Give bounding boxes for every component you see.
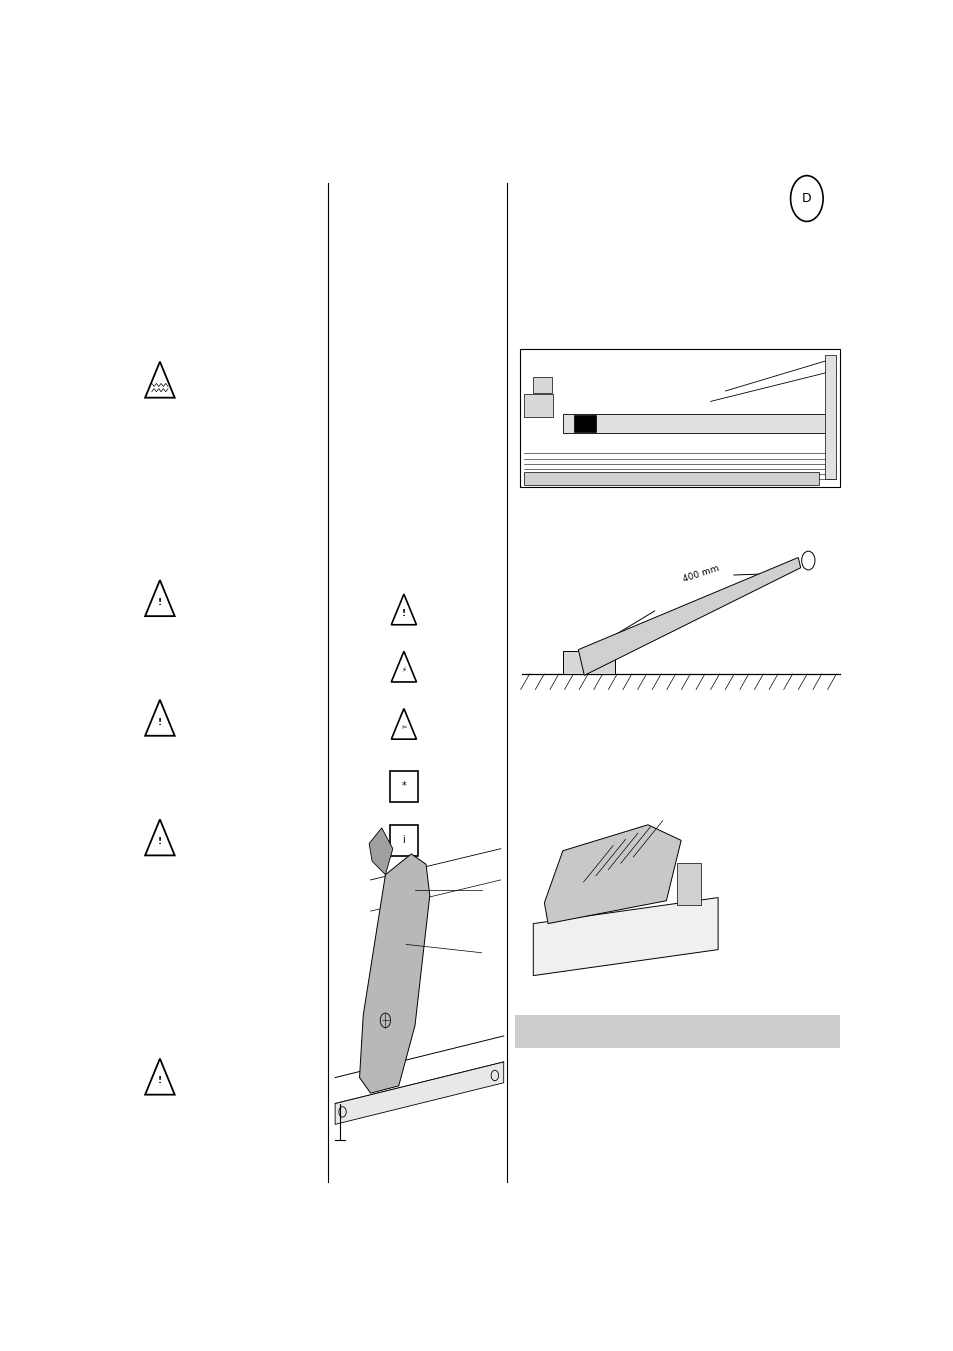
Polygon shape bbox=[369, 828, 393, 874]
Bar bbox=[390, 770, 417, 802]
Polygon shape bbox=[359, 854, 429, 1093]
Bar bbox=[515, 1015, 840, 1048]
Bar bbox=[390, 825, 417, 857]
Polygon shape bbox=[544, 824, 680, 924]
Text: D: D bbox=[801, 192, 811, 205]
Bar bbox=[533, 377, 551, 393]
Bar bbox=[519, 350, 840, 486]
Polygon shape bbox=[533, 897, 718, 975]
Bar bbox=[523, 394, 553, 417]
Text: 400 mm: 400 mm bbox=[681, 563, 720, 584]
Text: !: ! bbox=[157, 717, 162, 727]
Text: i: i bbox=[402, 835, 405, 846]
Text: ✂: ✂ bbox=[401, 725, 406, 730]
Polygon shape bbox=[335, 1062, 503, 1124]
Text: !: ! bbox=[157, 1077, 162, 1085]
Bar bbox=[523, 471, 819, 485]
Text: !: ! bbox=[401, 608, 406, 617]
Text: ⚡: ⚡ bbox=[401, 667, 406, 673]
Polygon shape bbox=[562, 651, 614, 674]
Text: !: ! bbox=[157, 838, 162, 846]
Polygon shape bbox=[578, 558, 800, 676]
Text: !: ! bbox=[157, 598, 162, 607]
Bar bbox=[677, 863, 700, 905]
Bar bbox=[574, 415, 596, 431]
Bar bbox=[562, 413, 828, 432]
Text: *: * bbox=[401, 781, 406, 792]
Bar bbox=[824, 354, 836, 480]
